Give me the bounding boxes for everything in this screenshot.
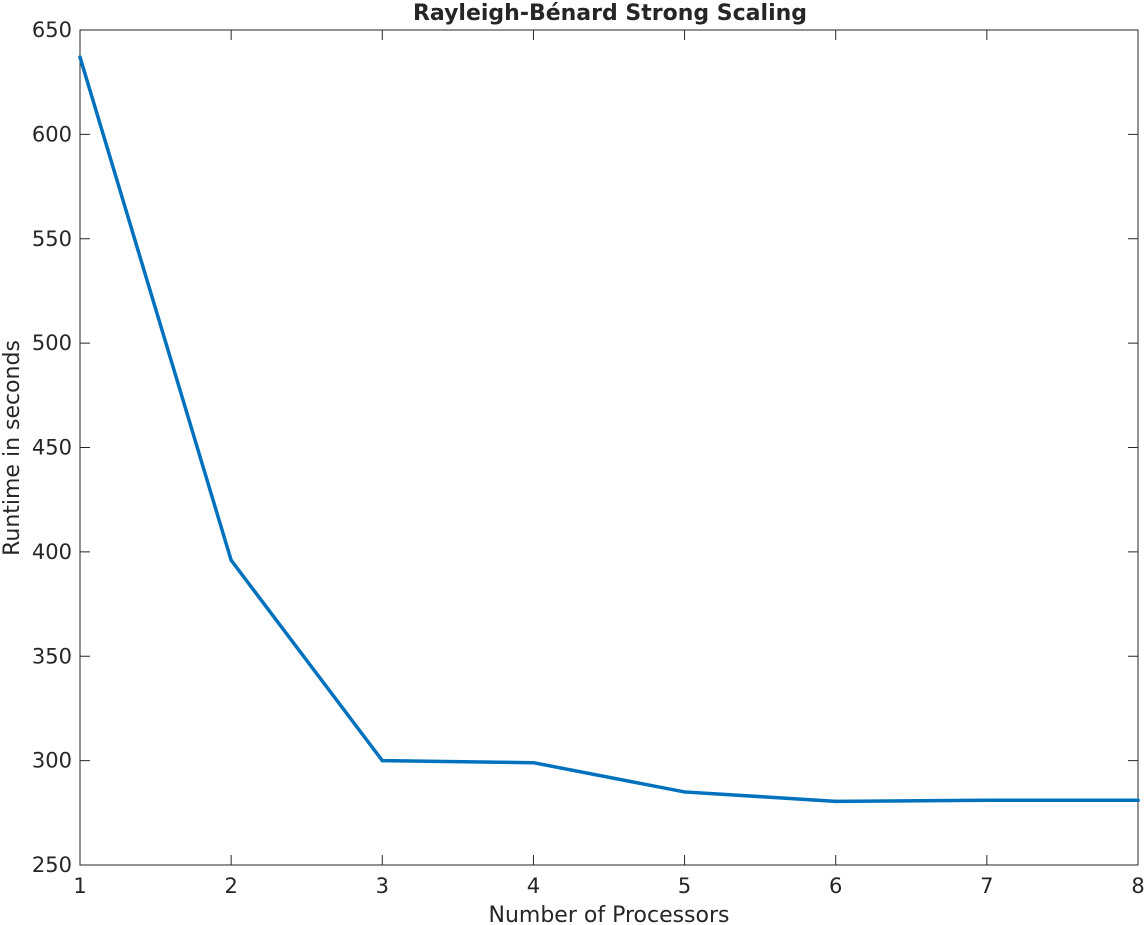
data-point bbox=[1136, 798, 1140, 803]
series-group bbox=[78, 55, 1140, 804]
x-tick-label: 7 bbox=[980, 874, 993, 898]
chart-title: Rayleigh-Bénard Strong Scaling bbox=[413, 1, 807, 26]
y-tick-label: 550 bbox=[32, 227, 72, 251]
x-tick-label: 4 bbox=[527, 874, 540, 898]
y-tick-label: 350 bbox=[32, 644, 72, 668]
plot-area: 1 2 3 4 5 6 7 8 250 300 350 400 450 500 550 600 650 bbox=[32, 18, 1145, 898]
data-point bbox=[531, 760, 536, 765]
data-point bbox=[833, 799, 838, 804]
x-tick-label: 2 bbox=[224, 874, 237, 898]
data-point bbox=[78, 55, 82, 59]
y-tick-label: 600 bbox=[32, 122, 72, 146]
y-tick-label: 250 bbox=[32, 853, 72, 877]
data-point bbox=[229, 558, 233, 562]
y-axis-label: Runtime in seconds bbox=[0, 340, 25, 556]
x-tick-label: 6 bbox=[829, 874, 842, 898]
y-tick-label: 300 bbox=[32, 749, 72, 773]
y-tick-label: 400 bbox=[32, 540, 72, 564]
series-line-1 bbox=[78, 55, 1140, 804]
y-tick-label: 650 bbox=[32, 18, 72, 42]
y-tick-label: 500 bbox=[32, 331, 72, 355]
x-axis-label: Number of Processors bbox=[489, 903, 730, 925]
data-point bbox=[380, 758, 385, 763]
y-axis-ticks: 250 300 350 400 450 500 550 600 650 bbox=[32, 18, 1138, 877]
data-point bbox=[985, 798, 989, 803]
x-axis-ticks: 1 2 3 4 5 6 7 8 bbox=[73, 30, 1145, 898]
y-tick-label: 450 bbox=[32, 436, 72, 460]
x-tick-label: 1 bbox=[73, 874, 86, 898]
x-tick-label: 3 bbox=[376, 874, 389, 898]
x-tick-label: 5 bbox=[678, 874, 691, 898]
x-tick-label: 8 bbox=[1131, 874, 1144, 898]
data-point bbox=[682, 790, 687, 794]
